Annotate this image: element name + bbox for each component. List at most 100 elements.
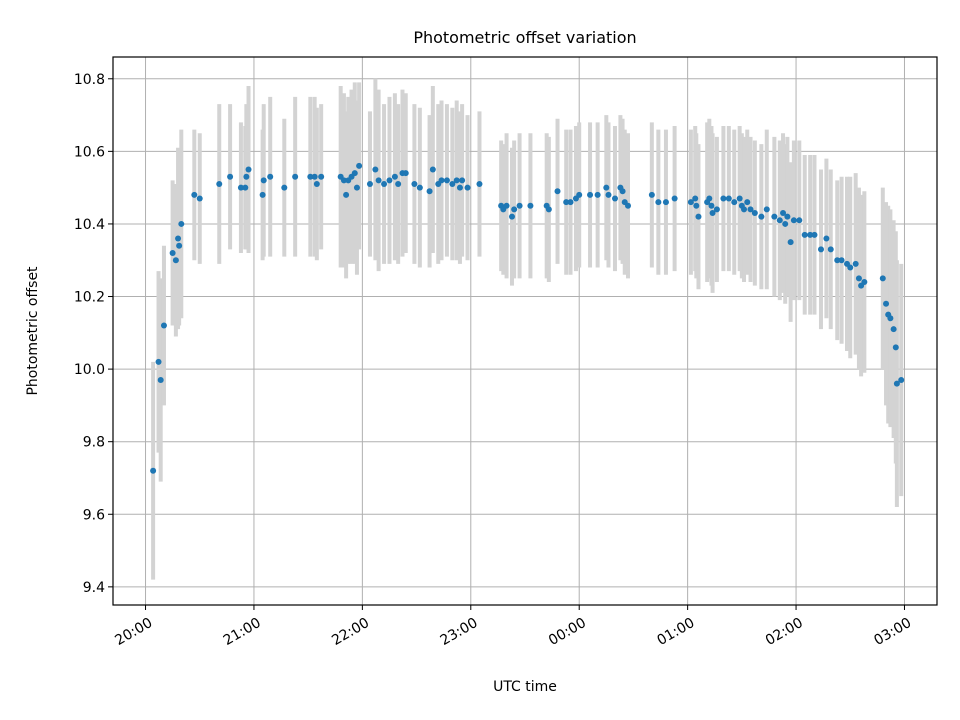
data-point: [429, 166, 436, 173]
data-point: [172, 257, 179, 264]
data-point: [787, 239, 794, 246]
data-point: [175, 235, 182, 242]
data-point: [890, 326, 897, 333]
y-tick-label: 10.8: [74, 72, 105, 88]
data-point: [736, 195, 743, 202]
y-tick-label: 10.6: [74, 144, 105, 160]
data-point: [892, 344, 899, 351]
data-point: [763, 206, 770, 213]
data-point: [150, 467, 157, 474]
data-point: [178, 220, 185, 227]
y-tick-label: 9.8: [83, 435, 105, 451]
data-point: [281, 184, 288, 191]
data-point: [852, 260, 859, 267]
data-point: [898, 376, 905, 383]
data-point: [391, 173, 398, 180]
data-point: [771, 213, 778, 220]
data-point: [855, 275, 862, 282]
data-point: [351, 170, 358, 177]
data-point: [453, 177, 460, 184]
data-points: [150, 162, 905, 474]
data-point: [687, 199, 694, 206]
data-point: [476, 181, 483, 188]
data-point: [790, 217, 797, 224]
data-point: [744, 199, 751, 206]
data-point: [381, 181, 388, 188]
data-point: [511, 206, 518, 213]
plot-frame: [112, 56, 938, 606]
data-point: [709, 210, 716, 217]
data-point: [625, 202, 631, 209]
data-point: [237, 184, 244, 191]
data-point: [411, 181, 418, 188]
data-point: [318, 173, 325, 180]
data-point: [160, 322, 167, 329]
data-point: [340, 177, 347, 184]
data-point: [386, 177, 393, 184]
data-point: [356, 162, 363, 169]
data-point: [887, 315, 894, 322]
data-point: [311, 173, 318, 180]
data-point: [648, 191, 655, 198]
data-point: [747, 206, 754, 213]
data-point: [245, 166, 252, 173]
data-point: [375, 177, 382, 184]
data-point: [527, 202, 534, 209]
data-point: [438, 177, 445, 184]
data-point: [196, 195, 203, 202]
data-point: [594, 191, 601, 198]
data-point: [692, 195, 699, 202]
y-axis-label: Photometric offset: [25, 266, 41, 396]
data-point: [801, 231, 808, 238]
data-point: [784, 213, 791, 220]
data-point: [605, 191, 612, 198]
data-point: [576, 191, 583, 198]
data-point: [817, 246, 824, 253]
data-point: [893, 380, 900, 387]
data-point: [782, 220, 789, 227]
data-point: [402, 170, 409, 177]
data-point: [807, 231, 814, 238]
data-point: [731, 199, 738, 206]
data-point: [242, 184, 249, 191]
data-point: [169, 249, 176, 256]
data-point: [611, 195, 618, 202]
data-point: [366, 181, 373, 188]
data-point: [776, 217, 783, 224]
chart-title: Photometric offset variation: [413, 28, 636, 47]
y-tick-label: 10.2: [74, 290, 105, 306]
data-point: [313, 181, 320, 188]
data-point: [883, 300, 890, 307]
data-point: [619, 188, 626, 195]
data-point: [243, 173, 250, 180]
y-tick-label: 10.0: [74, 362, 105, 378]
data-point: [587, 191, 594, 198]
y-tick-label: 9.6: [83, 507, 105, 523]
data-point: [811, 231, 818, 238]
data-point: [267, 173, 274, 180]
data-point: [834, 257, 841, 264]
data-point: [459, 177, 466, 184]
data-point: [861, 279, 868, 286]
data-point: [456, 184, 463, 191]
data-point: [879, 275, 886, 282]
data-point: [464, 184, 471, 191]
data-point: [227, 173, 234, 180]
data-point: [545, 206, 552, 213]
data-point: [725, 195, 732, 202]
data-point: [693, 202, 700, 209]
data-point: [416, 184, 423, 191]
data-point: [449, 181, 456, 188]
data-point: [554, 188, 561, 195]
data-point: [516, 202, 523, 209]
data-point: [155, 358, 162, 365]
data-point: [720, 195, 727, 202]
data-point: [741, 206, 748, 213]
data-point: [780, 210, 787, 217]
data-point: [372, 166, 379, 173]
data-point: [191, 191, 198, 198]
data-point: [713, 206, 720, 213]
data-point: [708, 202, 715, 209]
data-point: [827, 246, 834, 253]
